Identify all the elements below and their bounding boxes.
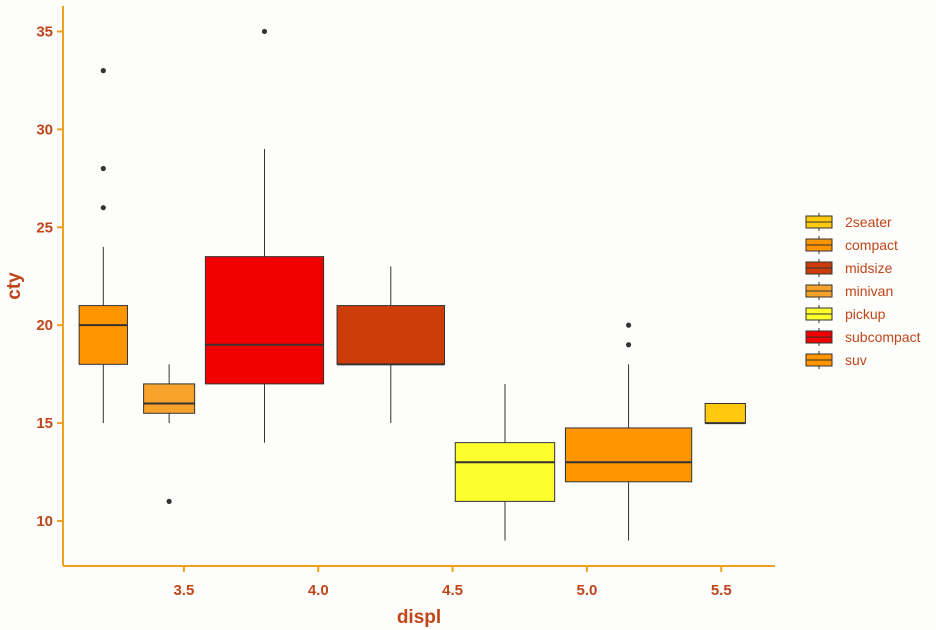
outlier-point [625,322,632,328]
box-suv [564,322,693,541]
y-axis-title: cty [4,272,25,300]
box-body [204,256,325,385]
legend-item-midsize: midsize [805,259,893,277]
y-tick-label: 35 [36,23,53,40]
outlier-point [100,165,106,172]
y-tick-label: 10 [36,513,53,530]
y-ticks: 10 15 20 25 30 35 [36,23,63,530]
legend-item-subcompact: subcompact [805,328,921,346]
x-axis-title: displ [397,607,441,628]
box-2seater [704,402,746,425]
box-body [704,402,746,424]
legend-label: minivan [845,283,893,299]
x-ticks: 3.5 4.0 4.5 5.0 5.5 [173,566,732,599]
outlier-point [166,498,172,504]
y-tick-label: 15 [36,415,53,432]
legend-label: subcompact [845,329,921,345]
y-tick-label: 25 [36,219,53,236]
legend-label: compact [845,237,898,253]
outlier-point [100,205,106,211]
outlier-point [625,342,632,348]
y-tick-label: 30 [36,121,53,138]
box-compact [78,68,128,424]
x-tick-label: 5.0 [576,582,597,599]
legend-item-2seater: 2seater [805,213,892,231]
box-body [336,305,446,365]
box-body [564,427,693,483]
legend-item-minivan: minivan [805,282,893,300]
box-subcompact [204,28,325,443]
legend-item-pickup: pickup [805,305,886,323]
outlier-point [261,28,268,35]
legend-label: suv [845,352,867,368]
x-tick-label: 4.5 [442,582,463,599]
box-body [143,383,196,414]
x-tick-label: 5.5 [711,582,732,599]
legend-label: 2seater [845,214,892,230]
boxes-layer [78,28,746,541]
y-tick-label: 20 [36,317,53,334]
legend-label: pickup [845,306,886,322]
legend-item-suv: suv [805,351,867,369]
box-body [78,305,128,365]
x-tick-label: 3.5 [173,582,194,599]
x-tick-label: 4.0 [308,582,329,599]
outlier-point [100,68,106,74]
axes: 3.5 4.0 4.5 5.0 5.5 10 15 20 25 30 35 [36,6,775,599]
legend: 2seater compact midsize minivan pickup subcom… [805,213,921,369]
legend-item-compact: compact [805,236,898,254]
box-midsize [336,266,446,424]
box-minivan [143,364,196,504]
legend-label: midsize [845,260,893,276]
box-pickup [454,383,556,541]
box-body [454,442,556,502]
